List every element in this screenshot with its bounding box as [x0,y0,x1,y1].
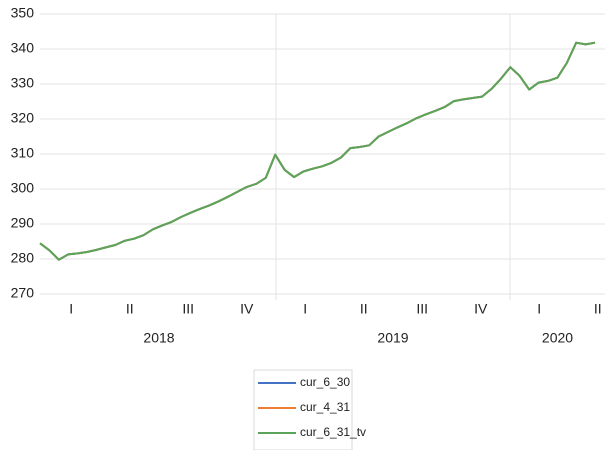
x-tick-label: I [303,301,307,317]
x-tick-label: IV [240,301,254,317]
x-tick-label: I [537,301,541,317]
y-tick-label: 280 [11,250,35,266]
x-tick-label: III [416,301,428,317]
y-tick-label: 330 [11,75,35,91]
y-tick-label: 350 [11,5,35,21]
legend-label: cur_6_30 [300,375,350,389]
y-tick-label: 310 [11,145,35,161]
year-label: 2020 [542,330,573,346]
y-tick-label: 340 [11,40,35,56]
x-tick-label: IV [474,301,488,317]
series-line [39,41,596,261]
x-tick-label: III [182,301,194,317]
x-tick-label: II [126,301,134,317]
x-tick-label: I [69,301,73,317]
y-tick-label: 300 [11,180,35,196]
year-label: 2019 [377,330,408,346]
y-tick-label: 270 [11,285,35,301]
y-tick-label: 290 [11,215,35,231]
legend-label: cur_4_31 [300,400,350,414]
series-line [39,41,596,261]
y-tick-label: 320 [11,110,35,126]
legend-label: cur_6_31_tv [300,425,366,439]
series-line [39,41,596,261]
x-tick-label: II [360,301,368,317]
x-tick-label: II [594,301,602,317]
year-label: 2018 [143,330,174,346]
